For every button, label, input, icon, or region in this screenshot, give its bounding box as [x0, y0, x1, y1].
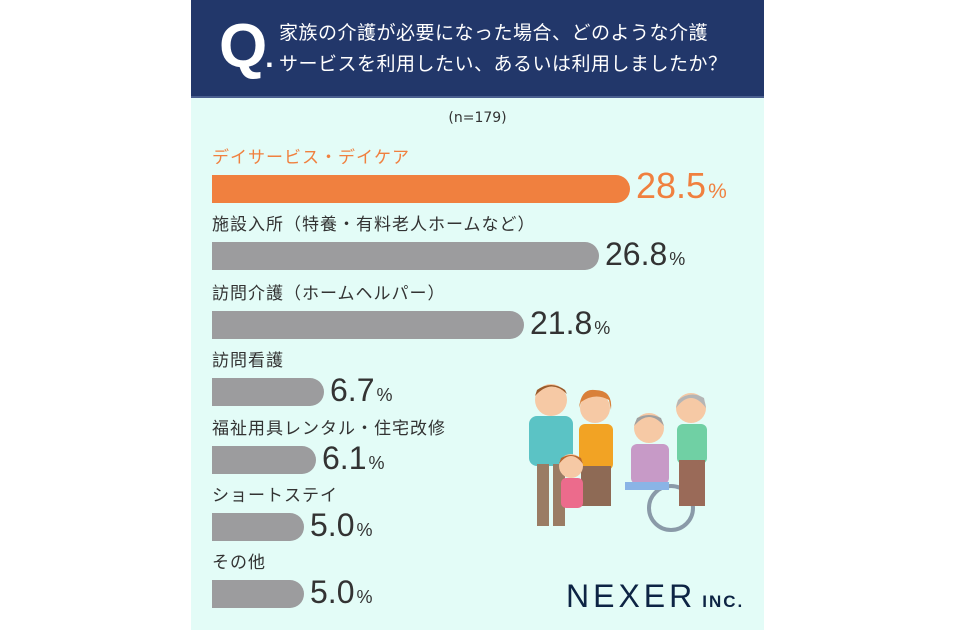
- row-label: 訪問看護: [212, 351, 284, 371]
- row-label: 訪問介護（ホームヘルパー）: [212, 284, 446, 304]
- nexer-logo: NEXER INC.: [566, 578, 745, 614]
- bar: [212, 311, 524, 339]
- bar: [212, 242, 599, 270]
- chart-row: 訪問介護（ホームヘルパー） 21.8%: [212, 282, 610, 340]
- row-label: その他: [212, 553, 266, 573]
- row-label: 福祉用具レンタル・住宅改修: [212, 419, 446, 439]
- row-value: 6.7%: [330, 371, 393, 408]
- bar: [212, 446, 316, 474]
- bar: [212, 378, 324, 406]
- chart-row: デイサービス・デイケア 28.5%: [212, 146, 727, 204]
- q-dot: .: [265, 41, 273, 74]
- chart-row: 福祉用具レンタル・住宅改修 6.1%: [212, 417, 446, 475]
- row-value: 6.1%: [322, 439, 385, 476]
- chart-row: その他 5.0%: [212, 551, 373, 609]
- infographic-panel: Q. 家族の介護が必要になった場合、どのような介護 サービスを利用したい、あるい…: [191, 0, 764, 630]
- question-header: Q. 家族の介護が必要になった場合、どのような介護 サービスを利用したい、あるい…: [191, 0, 764, 98]
- row-value: 5.0%: [310, 506, 373, 543]
- row-value: 26.8%: [605, 235, 686, 272]
- q-mark: Q.: [219, 12, 274, 91]
- sample-size: (n=179): [448, 110, 507, 126]
- family-illustration-icon: [529, 384, 707, 532]
- title-line-2: サービスを利用したい、あるいは利用しましたか？: [279, 53, 728, 75]
- title-line-1: 家族の介護が必要になった場合、どのような介護: [279, 22, 709, 44]
- chart-row: 施設入所（特養・有料老人ホームなど） 26.8%: [212, 213, 685, 271]
- q-letter: Q: [219, 12, 267, 81]
- bar-highlight: [212, 175, 630, 203]
- chart-row: ショートステイ 5.0%: [212, 484, 373, 542]
- row-value: 5.0%: [310, 573, 373, 610]
- question-title: 家族の介護が必要になった場合、どのような介護 サービスを利用したい、あるいは利用…: [279, 18, 728, 80]
- row-value: 21.8%: [530, 304, 611, 341]
- chart-row: 訪問看護 6.7%: [212, 349, 393, 407]
- row-label: 施設入所（特養・有料老人ホームなど）: [212, 215, 536, 235]
- row-value: 28.5%: [636, 165, 727, 206]
- bar: [212, 580, 304, 608]
- bar: [212, 513, 304, 541]
- row-label: デイサービス・デイケア: [212, 148, 410, 168]
- row-label: ショートステイ: [212, 486, 338, 506]
